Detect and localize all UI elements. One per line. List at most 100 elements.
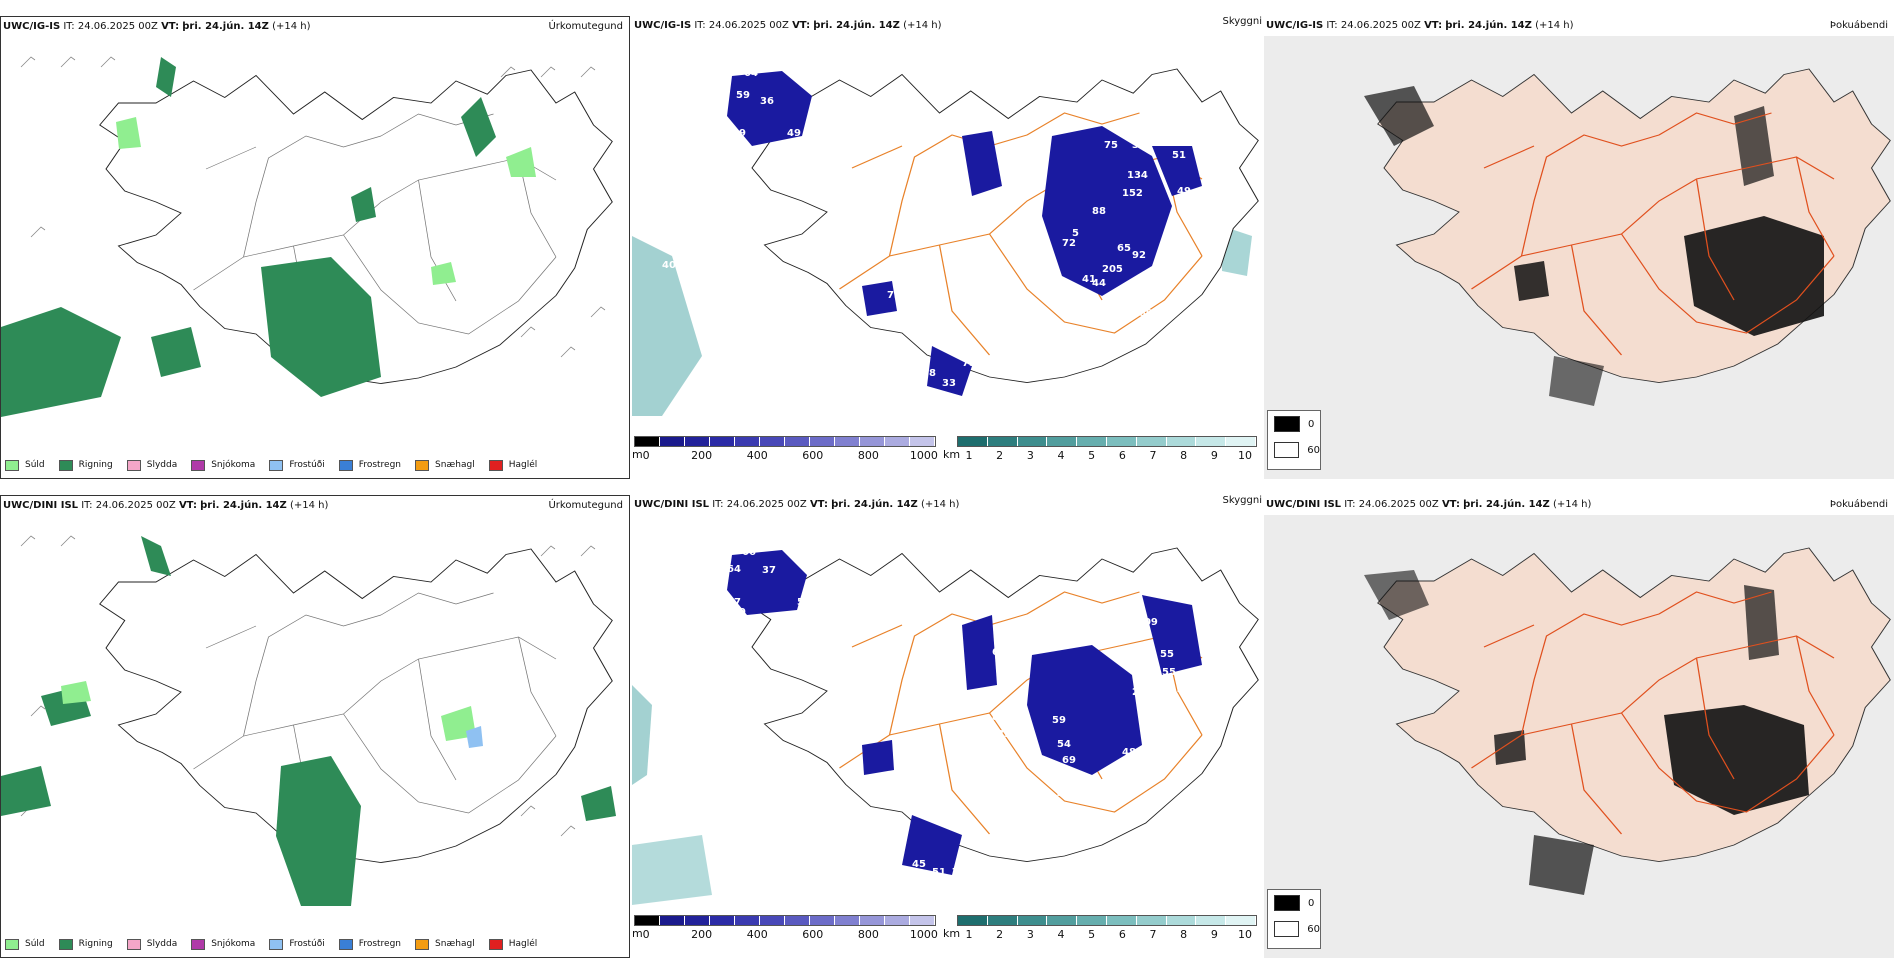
fog-legend-item: 0 (1268, 411, 1320, 437)
cloud-base-label: 123 (1152, 313, 1173, 324)
cloud-base-label: 83 (997, 729, 1011, 740)
colorbar-segment (1166, 916, 1197, 925)
legend-swatch (338, 459, 353, 471)
legend-item: Rigning (58, 459, 113, 471)
cloud-base-label: 45 (912, 859, 926, 870)
colorbar-segment (1136, 916, 1167, 925)
colorbar-segment (1196, 437, 1227, 446)
cloud-base-label: 45 (712, 753, 726, 764)
cloud-base-label: 134 (1127, 170, 1148, 181)
colorbar-segment (987, 916, 1018, 925)
colorbar-tick: 800 (857, 449, 879, 462)
cloud-base-label: 88 (1092, 206, 1106, 217)
legend-item: Súld (5, 938, 45, 950)
cloud-base-label: 47 (1202, 629, 1216, 640)
visibility-unit: km (943, 448, 961, 461)
colorbar-tick: 3 (1026, 928, 1034, 941)
colorbar-segment (1047, 437, 1078, 446)
cloud-base-label: 49 (787, 128, 801, 139)
legend-item: Frostregn (338, 938, 401, 950)
colorbar-segment (1136, 437, 1167, 446)
legend-item: Snæhagl (415, 938, 475, 950)
colorbar-tick: 5 (1088, 928, 1096, 941)
fog-map (1264, 36, 1894, 479)
cloud-base-label: 53 (1202, 168, 1216, 179)
fog-legend-item: 0 (1268, 890, 1320, 916)
colorbar-segment (860, 916, 885, 925)
colorbar-segment (885, 437, 910, 446)
cloud-base-label: 47 (1062, 328, 1076, 339)
colorbar-tick: 0 (642, 928, 650, 941)
panel-header: UWC/IG-IS IT: 24.06.2025 00Z VT: þri. 24… (3, 21, 311, 32)
cloud-base-label: 51 (932, 867, 946, 878)
colorbar-segment (760, 916, 785, 925)
colorbar-segment (1017, 437, 1048, 446)
cloud-base-label: 68 (1102, 300, 1116, 311)
colorbar-tick: 5 (1088, 449, 1096, 462)
cloud-base-label: 55 (1162, 667, 1176, 678)
panel-header: UWC/DINI ISL IT: 24.06.2025 00Z VT: þri.… (1266, 499, 1592, 510)
colorbar-segment (1106, 437, 1137, 446)
cloud-base-label: 72 (1062, 238, 1076, 249)
colorbar-segment (785, 916, 810, 925)
cloud-base-label: 92 (1132, 250, 1146, 261)
fog-legend: 0 60 (1267, 410, 1321, 470)
colorbar-tick: 8 (1180, 928, 1188, 941)
legend-item: Snæhagl (415, 459, 475, 471)
cloud-base-label: 37 (762, 565, 776, 576)
legend-item: Frostúði (269, 938, 325, 950)
colorbar-segment (910, 916, 935, 925)
colorbar-segment (635, 916, 660, 925)
precip-map (1, 56, 613, 417)
colorbar-segment (1226, 437, 1256, 446)
cloud-base-label: 256 (1132, 687, 1153, 698)
colorbar-segment (660, 916, 685, 925)
cloud-base-label: 40 (662, 260, 676, 271)
legend-item: Slydda (126, 938, 177, 950)
colorbar-tick: 6 (1118, 449, 1126, 462)
colorbar-tick: 1000 (909, 928, 938, 941)
cloud-base-label: 59 (736, 90, 750, 101)
panel-header: UWC/DINI ISL IT: 24.06.2025 00Z VT: þri.… (3, 500, 329, 511)
colorbar-segment (810, 916, 835, 925)
legend-item: Slydda (126, 459, 177, 471)
cloud-base-colorbar: 0 200 400 600 800 1000 m (632, 915, 938, 951)
colorbar-tick: 200 (691, 449, 713, 462)
colorbar-tick: 600 (802, 928, 824, 941)
cloud-base-label: 57 (797, 597, 811, 608)
colorbar-tick: 1 (965, 449, 973, 462)
cloud-base-label: 122 (1112, 106, 1133, 117)
colorbar-segment (1077, 916, 1107, 925)
colorbar-tick: 200 (691, 928, 713, 941)
visibility-colorbar: 1 2 3 4 5 6 7 8 9 10 km (943, 436, 1257, 472)
panel-header: UWC/IG-IS IT: 24.06.2025 00Z VT: þri. 24… (1266, 20, 1574, 31)
colorbar-tick: 400 (746, 449, 768, 462)
precip-type-panel-bottom: UWC/DINI ISL IT: 24.06.2025 00Z VT: þri.… (0, 495, 630, 958)
precip-legend: Súld Rigning Slydda Snjókoma Frostúði Fr… (1, 933, 551, 955)
cloud-base-label: 289 (1132, 308, 1153, 319)
colorbar-tick: 6 (1118, 928, 1126, 941)
cloud-base-label: 69 (1062, 755, 1076, 766)
cloud-base-label: 64 (744, 68, 758, 79)
cloud-base-label: 65 (992, 647, 1006, 658)
colorbar-segment (885, 916, 910, 925)
legend-swatch (191, 459, 206, 471)
precip-type-panel-top: UWC/IG-IS IT: 24.06.2025 00Z VT: þri. 24… (0, 16, 630, 479)
precip-map (1, 535, 616, 906)
cloud-base-label: 5 (1122, 328, 1129, 339)
colorbar-tick: 400 (746, 928, 768, 941)
legend-item: Frostúði (269, 459, 325, 471)
cloud-base-label: 109 (1137, 617, 1158, 628)
legend-item: Snjókoma (191, 459, 255, 471)
cloud-base-label: 52 (962, 837, 976, 848)
cloud-base-label: 48 (1122, 747, 1136, 758)
colorbar-tick: 4 (1057, 928, 1065, 941)
model-name: UWC/DINI ISL (3, 500, 79, 511)
colorbar-tick: 7 (1149, 928, 1157, 941)
fog-legend-item: 60 (1268, 916, 1320, 942)
cloud-base-label: 44 (1092, 278, 1106, 289)
panel-title: Þokuábendi (1829, 20, 1888, 31)
cloud-visibility-panel-top: UWC/IG-IS IT: 24.06.2025 00Z VT: þri. 24… (632, 16, 1262, 479)
panel-title: Skyggni (1222, 16, 1262, 27)
colorbar-segment (1196, 916, 1227, 925)
